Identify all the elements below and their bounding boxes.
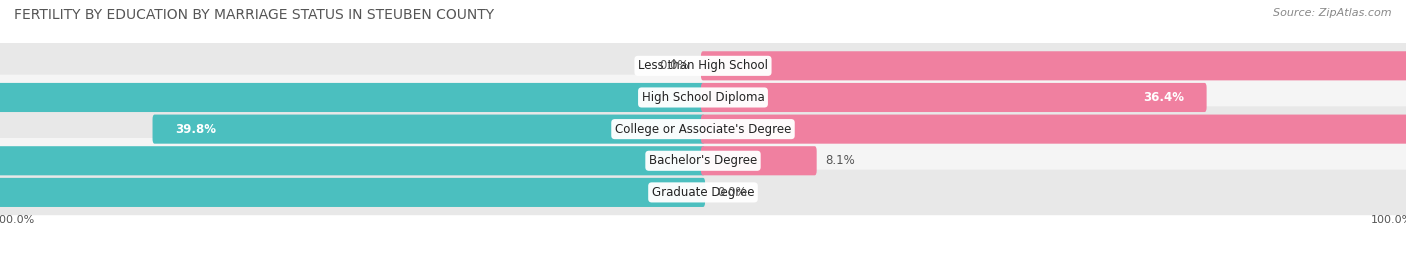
FancyBboxPatch shape bbox=[0, 138, 1406, 183]
Text: 0.0%: 0.0% bbox=[717, 186, 747, 199]
Text: FERTILITY BY EDUCATION BY MARRIAGE STATUS IN STEUBEN COUNTY: FERTILITY BY EDUCATION BY MARRIAGE STATU… bbox=[14, 8, 494, 22]
Text: 36.4%: 36.4% bbox=[1143, 91, 1184, 104]
Legend: Married, Unmarried: Married, Unmarried bbox=[620, 266, 786, 269]
FancyBboxPatch shape bbox=[0, 43, 1406, 89]
Text: High School Diploma: High School Diploma bbox=[641, 91, 765, 104]
FancyBboxPatch shape bbox=[702, 51, 1406, 80]
Text: Less than High School: Less than High School bbox=[638, 59, 768, 72]
FancyBboxPatch shape bbox=[152, 115, 704, 144]
Text: 8.1%: 8.1% bbox=[825, 154, 855, 167]
Text: Bachelor's Degree: Bachelor's Degree bbox=[650, 154, 756, 167]
Text: Graduate Degree: Graduate Degree bbox=[652, 186, 754, 199]
Text: 0.0%: 0.0% bbox=[659, 59, 689, 72]
FancyBboxPatch shape bbox=[0, 83, 704, 112]
FancyBboxPatch shape bbox=[0, 178, 704, 207]
Text: College or Associate's Degree: College or Associate's Degree bbox=[614, 123, 792, 136]
FancyBboxPatch shape bbox=[702, 83, 1206, 112]
FancyBboxPatch shape bbox=[0, 170, 1406, 215]
FancyBboxPatch shape bbox=[702, 115, 1406, 144]
FancyBboxPatch shape bbox=[0, 106, 1406, 152]
FancyBboxPatch shape bbox=[0, 75, 1406, 120]
FancyBboxPatch shape bbox=[702, 146, 817, 175]
FancyBboxPatch shape bbox=[0, 146, 704, 175]
Text: 39.8%: 39.8% bbox=[176, 123, 217, 136]
Text: Source: ZipAtlas.com: Source: ZipAtlas.com bbox=[1274, 8, 1392, 18]
